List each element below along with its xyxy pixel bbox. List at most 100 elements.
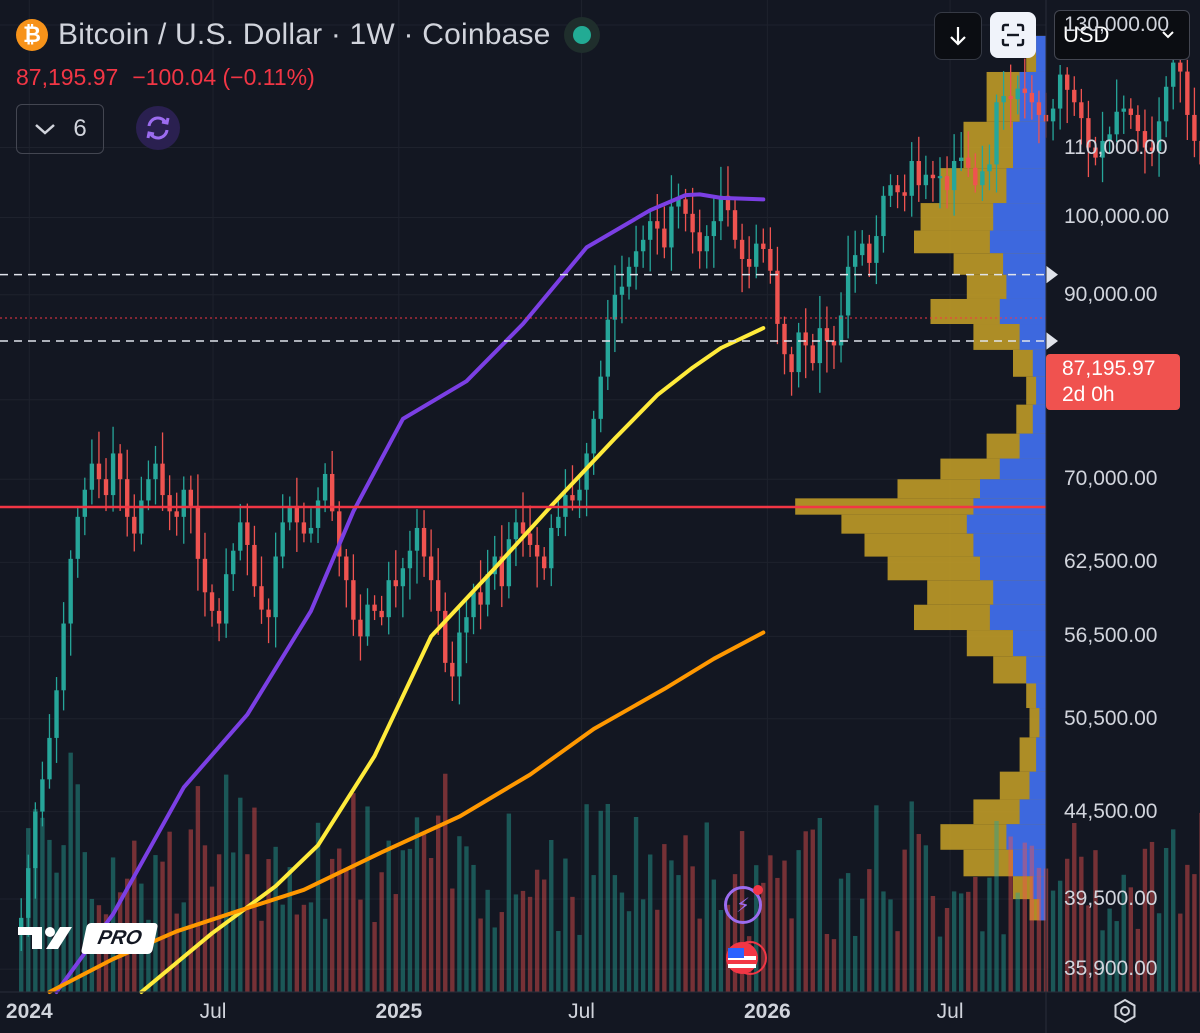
- volume-bar: [1156, 913, 1162, 992]
- volume-bar: [584, 804, 589, 992]
- volume-bar: [428, 858, 434, 992]
- candle: [414, 527, 420, 551]
- volume-bar: [1142, 848, 1148, 992]
- volume-bar: [1065, 858, 1070, 992]
- moving-average-line: [139, 326, 766, 994]
- volume-profile-up-bar: [1032, 349, 1046, 377]
- candle: [259, 586, 264, 610]
- volume-profile: [795, 35, 1046, 921]
- volume-bar: [273, 846, 278, 992]
- volume-profile-up-bar: [993, 203, 1046, 231]
- indicators-toggle-button[interactable]: 6: [16, 104, 104, 154]
- candle: [711, 221, 717, 237]
- volume-bar: [881, 891, 886, 992]
- candle: [209, 592, 215, 611]
- volume-bar: [824, 933, 830, 992]
- tradingview-logo-icon: [18, 927, 72, 949]
- candle: [322, 473, 328, 501]
- candle: [125, 479, 130, 517]
- market-status-icon[interactable]: [572, 26, 591, 44]
- symbol-title[interactable]: Bitcoin / U.S. Dollar · 1W · Coinbase: [58, 18, 551, 51]
- candle: [732, 210, 738, 240]
- candle: [973, 167, 978, 186]
- candle: [1008, 96, 1013, 100]
- candle: [824, 328, 830, 342]
- volume-bar: [831, 939, 837, 992]
- candle: [902, 192, 907, 196]
- symbol-header[interactable]: ₿ Bitcoin / U.S. Dollar · 1W · Coinbase: [16, 18, 591, 52]
- volume-bar: [612, 875, 618, 992]
- candle: [61, 623, 66, 691]
- candle: [308, 527, 314, 534]
- sync-button[interactable]: [136, 106, 180, 150]
- candle: [1036, 102, 1042, 115]
- download-button[interactable]: [934, 12, 982, 60]
- volume-bar: [527, 896, 533, 992]
- candle: [831, 341, 837, 346]
- candle: [1135, 114, 1141, 132]
- volume-bar: [852, 935, 858, 992]
- candle: [867, 243, 872, 263]
- volume-profile-up-bar: [1013, 630, 1046, 657]
- price-tick-label: 35,900.00: [1064, 957, 1158, 981]
- chevron-down-icon: [1162, 31, 1174, 39]
- volume-profile-up-bar: [1029, 771, 1046, 800]
- volume-bar: [160, 861, 165, 992]
- volume-bar: [711, 879, 717, 992]
- volume-bar: [47, 839, 52, 992]
- flash-alert-button[interactable]: ⚡: [724, 885, 763, 924]
- candle: [393, 580, 398, 587]
- candle: [605, 319, 611, 377]
- candle: [1192, 114, 1197, 141]
- volume-bar: [549, 839, 554, 992]
- candle: [435, 580, 441, 611]
- candle: [662, 228, 667, 248]
- price-info: 87,195.97 −100.04 (−0.11%): [16, 64, 315, 91]
- candle: [1072, 89, 1077, 103]
- time-tick-label: Jul: [568, 1000, 595, 1023]
- candle: [838, 315, 844, 346]
- volume-bar: [810, 829, 815, 992]
- candle: [372, 604, 377, 611]
- candle: [1086, 118, 1091, 148]
- volume-bar: [287, 867, 292, 992]
- volume-bar: [435, 815, 441, 992]
- volume-profile-up-bar: [1039, 708, 1046, 738]
- settings-icon[interactable]: [1112, 998, 1138, 1024]
- us-flag-event-icon[interactable]: [724, 940, 768, 976]
- level-handle: [1046, 332, 1058, 351]
- candle: [47, 737, 52, 780]
- pro-badge: PRO: [80, 922, 159, 954]
- candle: [478, 592, 483, 605]
- candle: [450, 662, 455, 677]
- volume-bar: [231, 852, 236, 992]
- volume-bar: [817, 817, 823, 992]
- candle: [937, 176, 943, 179]
- volume-profile-up-bar: [1019, 799, 1046, 825]
- candle: [421, 527, 427, 557]
- volume-bar: [768, 855, 773, 992]
- currency-select[interactable]: USD: [1054, 10, 1190, 60]
- volume-bar: [195, 786, 201, 992]
- candle: [1156, 121, 1162, 151]
- volume-bar: [534, 869, 540, 992]
- currency-value: USD: [1063, 22, 1110, 47]
- fullscreen-button[interactable]: [990, 12, 1036, 58]
- candle: [19, 917, 24, 929]
- volume-profile-up-bar: [980, 479, 1046, 499]
- volume-profile-up-bar: [1003, 253, 1046, 275]
- candle: [746, 258, 752, 267]
- volume-bar: [598, 810, 603, 992]
- arrow-down-icon: [950, 27, 966, 46]
- candle: [110, 453, 116, 496]
- candle: [202, 558, 208, 593]
- volume-profile-up-bar: [1036, 683, 1046, 709]
- horizontal-lines[interactable]: [0, 265, 1058, 509]
- candle: [796, 332, 801, 373]
- candle: [245, 522, 250, 545]
- time-tick-label: Jul: [199, 1000, 227, 1023]
- current-price-value: 87,195.97: [1062, 357, 1156, 380]
- volume-bar: [407, 848, 413, 992]
- volume-profile-up-bar: [1036, 35, 1046, 72]
